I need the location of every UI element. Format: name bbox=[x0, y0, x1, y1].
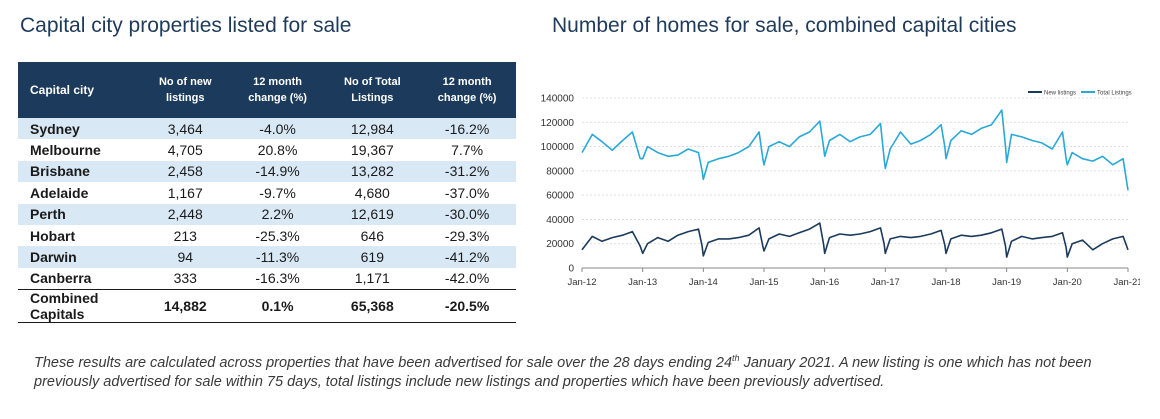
cell-total-listings: 646 bbox=[326, 224, 419, 247]
cell-total-change: -30.0% bbox=[418, 203, 516, 225]
cell-total-listings: 1,171 bbox=[326, 267, 419, 290]
total-listings-line bbox=[581, 109, 1129, 191]
header-new-listings: No of new listings bbox=[141, 62, 229, 118]
footnote: These results are calculated across prop… bbox=[34, 349, 1134, 392]
y-tick-label: 140000 bbox=[541, 94, 575, 105]
table-header-row: Capital city No of new listings 12 month… bbox=[18, 62, 516, 118]
y-tick-label: 40000 bbox=[546, 215, 574, 226]
header-capital-city: Capital city bbox=[18, 62, 142, 118]
cell-new-change: 20.8% bbox=[228, 139, 327, 161]
x-tick-label: Jan-21 bbox=[1113, 277, 1140, 288]
header-total-listings: No of Total Listings bbox=[326, 62, 419, 118]
legend-label: New listings bbox=[1044, 91, 1076, 97]
y-tick-label: 60000 bbox=[546, 191, 574, 202]
gridlines bbox=[582, 97, 1128, 245]
cell-city: Adelaide bbox=[18, 182, 142, 204]
table-row: Sydney 3,464 -4.0% 12,984 -16.2% bbox=[18, 118, 516, 140]
table-row: Adelaide 1,167 -9.7% 4,680 -37.0% bbox=[18, 182, 516, 204]
cell-new-listings: 4,705 bbox=[141, 139, 229, 161]
total-row: Combined Capitals 14,882 0.1% 65,368 -20.5% bbox=[18, 289, 516, 324]
total-total-listings: 65,368 bbox=[326, 289, 419, 324]
y-tick-label: 80000 bbox=[546, 166, 574, 177]
cell-new-change: 2.2% bbox=[228, 203, 327, 225]
header-total-change: 12 month change (%) bbox=[418, 62, 516, 118]
cell-new-listings: 2,448 bbox=[141, 203, 229, 225]
table-row: Canberra 333 -16.3% 1,171 -42.0% bbox=[18, 267, 516, 290]
cell-city: Perth bbox=[18, 203, 142, 225]
legend-label: Total Listings bbox=[1097, 91, 1132, 97]
chart-title: Number of homes for sale, combined capit… bbox=[552, 14, 1017, 37]
cell-new-change: -9.7% bbox=[228, 182, 327, 204]
x-tick-label: Jan-19 bbox=[992, 277, 1021, 288]
table-body: Sydney 3,464 -4.0% 12,984 -16.2% Melbourne 4,7… bbox=[18, 118, 516, 324]
y-tick-label: 100000 bbox=[541, 142, 575, 153]
cell-new-listings: 3,464 bbox=[141, 118, 229, 140]
new-listings-line bbox=[581, 222, 1129, 258]
footnote-text-cont: January 2021. A new listing is one which… bbox=[34, 354, 1092, 390]
cell-new-change: -4.0% bbox=[228, 118, 327, 140]
cell-total-change: -31.2% bbox=[418, 160, 516, 183]
table-row: Brisbane 2,458 -14.9% 13,282 -31.2% bbox=[18, 160, 516, 183]
cell-total-change: -37.0% bbox=[418, 182, 516, 204]
x-tick-label: Jan-14 bbox=[689, 277, 718, 288]
series-lines bbox=[581, 109, 1129, 258]
cell-total-listings: 12,619 bbox=[326, 203, 419, 225]
cell-new-listings: 333 bbox=[141, 267, 229, 290]
x-tick-label: Jan-16 bbox=[810, 277, 839, 288]
cell-total-change: 7.7% bbox=[418, 139, 516, 161]
cell-total-listings: 4,680 bbox=[326, 182, 419, 204]
cell-city: Brisbane bbox=[18, 160, 142, 183]
cell-total-listings: 12,984 bbox=[326, 118, 419, 140]
table-row: Melbourne 4,705 20.8% 19,367 7.7% bbox=[18, 139, 516, 161]
listings-table: Capital city No of new listings 12 month… bbox=[18, 62, 516, 324]
table-row: Perth 2,448 2.2% 12,619 -30.0% bbox=[18, 203, 516, 225]
cell-total-change: -42.0% bbox=[418, 267, 516, 290]
cell-new-listings: 213 bbox=[141, 224, 229, 247]
cell-new-change: -11.3% bbox=[228, 246, 327, 268]
table-title: Capital city properties listed for sale bbox=[20, 14, 352, 37]
total-total-change: -20.5% bbox=[418, 289, 516, 324]
y-tick-label: 120000 bbox=[541, 118, 575, 129]
cell-city: Hobart bbox=[18, 224, 142, 247]
x-tick-label: Jan-15 bbox=[749, 277, 778, 288]
x-tick-label: Jan-18 bbox=[931, 277, 960, 288]
cell-total-change: -29.3% bbox=[418, 224, 516, 247]
homes-for-sale-chart: 0 20000 40000 60000 80000 100000 120000 140000 J… bbox=[541, 91, 1140, 289]
axes: 0 20000 40000 60000 80000 100000 120000 140000 J… bbox=[541, 94, 1140, 289]
footnote-superscript: th bbox=[732, 353, 740, 363]
y-tick-label: 0 bbox=[568, 264, 574, 275]
cell-city: Darwin bbox=[18, 246, 142, 268]
cell-total-change: -16.2% bbox=[418, 118, 516, 140]
cell-new-listings: 1,167 bbox=[141, 182, 229, 204]
x-tick-label: Jan-17 bbox=[871, 277, 900, 288]
cell-city: Canberra bbox=[18, 267, 142, 290]
cell-new-listings: 2,458 bbox=[141, 160, 229, 183]
x-tick-label: Jan-20 bbox=[1053, 277, 1082, 288]
cell-total-listings: 19,367 bbox=[326, 139, 419, 161]
cell-new-change: -16.3% bbox=[228, 267, 327, 290]
total-city: Combined Capitals bbox=[18, 289, 142, 324]
cell-total-listings: 619 bbox=[326, 246, 419, 268]
footnote-text: These results are calculated across prop… bbox=[34, 354, 733, 371]
x-tick-label: Jan-12 bbox=[567, 277, 596, 288]
cell-new-change: -25.3% bbox=[228, 224, 327, 247]
table-row: Hobart 213 -25.3% 646 -29.3% bbox=[18, 224, 516, 247]
total-new-change: 0.1% bbox=[228, 289, 327, 324]
cell-city: Melbourne bbox=[18, 139, 142, 161]
legend: New listings Total Listings bbox=[1028, 91, 1132, 97]
y-tick-label: 20000 bbox=[546, 239, 574, 250]
cell-city: Sydney bbox=[18, 118, 142, 140]
cell-new-change: -14.9% bbox=[228, 160, 327, 183]
cell-total-change: -41.2% bbox=[418, 246, 516, 268]
cell-new-listings: 94 bbox=[141, 246, 229, 268]
cell-total-listings: 13,282 bbox=[326, 160, 419, 183]
table-row: Darwin 94 -11.3% 619 -41.2% bbox=[18, 246, 516, 268]
header-new-change: 12 month change (%) bbox=[228, 62, 327, 118]
total-new-listings: 14,882 bbox=[141, 289, 229, 324]
x-tick-label: Jan-13 bbox=[628, 277, 657, 288]
